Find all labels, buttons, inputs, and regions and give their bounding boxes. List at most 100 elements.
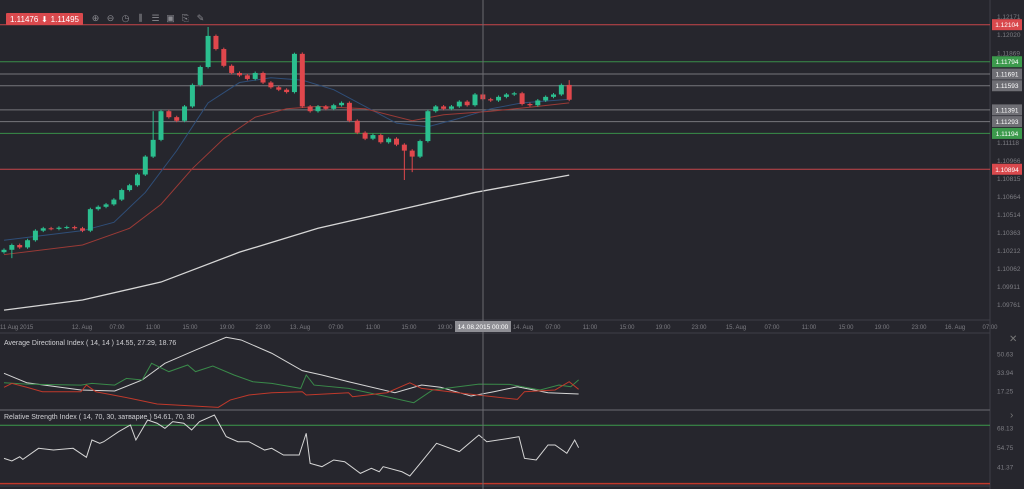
candle-body[interactable] (119, 190, 125, 200)
candle-body[interactable] (331, 105, 337, 109)
candle-body[interactable] (229, 65, 235, 73)
candle-body[interactable] (503, 94, 509, 97)
candle-body[interactable] (401, 144, 407, 151)
candle-body[interactable] (464, 101, 470, 106)
candle-body[interactable] (315, 106, 321, 112)
close-panel-icon[interactable]: ✕ (1009, 334, 1018, 345)
candle-body[interactable] (87, 209, 93, 231)
candle-body[interactable] (103, 204, 109, 207)
candle-body[interactable] (566, 84, 572, 100)
time-tick-label: 19:00 (219, 325, 235, 331)
candle-body[interactable] (80, 228, 85, 231)
price-level-label: 1.11293 (995, 119, 1018, 126)
screenshot-icon[interactable]: ▣ (166, 13, 175, 23)
candle-body[interactable] (17, 245, 23, 248)
time-tick-label: 11:00 (802, 325, 817, 331)
candle-body[interactable] (127, 185, 133, 191)
candle-body[interactable] (378, 135, 384, 143)
candle-body[interactable] (48, 228, 54, 230)
adx-line-plus-di (3, 362, 579, 404)
candle-body[interactable] (307, 106, 313, 112)
candle-body[interactable] (370, 135, 376, 139)
candle-body[interactable] (488, 99, 494, 101)
candle-body[interactable] (299, 53, 305, 107)
candle-body[interactable] (40, 228, 46, 231)
price-tick-label: 1.10815 (997, 176, 1021, 183)
zoom-out-icon[interactable]: ⊖ (106, 13, 115, 23)
candle-body[interactable] (72, 227, 78, 229)
settings-icon[interactable]: ☰ (151, 13, 160, 23)
attach-icon[interactable]: ⎘ (181, 13, 190, 23)
candle-body[interactable] (417, 141, 423, 157)
candle-body[interactable] (268, 82, 274, 88)
candle-body[interactable] (551, 94, 556, 97)
candle-body[interactable] (394, 138, 399, 145)
candle-body[interactable] (111, 199, 117, 205)
candle-body[interactable] (339, 102, 345, 106)
time-tick-label: 19:00 (655, 325, 671, 331)
candle-body[interactable] (9, 245, 15, 250)
candle-body[interactable] (182, 106, 188, 121)
zoom-in-icon[interactable]: ⊕ (91, 13, 100, 23)
candle-body[interactable] (386, 138, 392, 143)
candle-body[interactable] (425, 111, 431, 142)
candle-body[interactable] (1, 249, 7, 253)
price-level-badge (992, 80, 1022, 92)
candle-body[interactable] (134, 174, 140, 186)
chevron-right-icon[interactable]: › (1010, 410, 1014, 421)
candle-body[interactable] (213, 35, 219, 50)
candle-body[interactable] (362, 132, 368, 139)
candle-body[interactable] (205, 35, 211, 67)
candle-body[interactable] (189, 84, 195, 107)
candle-body[interactable] (441, 106, 447, 109)
candle-body[interactable] (519, 93, 525, 105)
candle-body[interactable] (260, 72, 266, 83)
candle-body[interactable] (95, 206, 101, 210)
candle-body[interactable] (472, 94, 478, 106)
price-level-badge (992, 116, 1022, 128)
rsi-legend: Relative Strength Index ( 14, 70, 30, за… (4, 414, 195, 421)
adx-line-minus-di (3, 381, 579, 408)
time-tick-label: 15:00 (619, 325, 635, 331)
candle-body[interactable] (496, 96, 502, 101)
candle-body[interactable] (174, 117, 180, 121)
candle-body[interactable] (535, 100, 541, 106)
candle-body[interactable] (276, 87, 282, 90)
candle-body[interactable] (527, 104, 533, 106)
candle-body[interactable] (32, 230, 38, 241)
time-tick-label: 07:00 (545, 325, 561, 331)
candle-body[interactable] (284, 89, 290, 93)
candle-body[interactable] (158, 111, 164, 140)
candle-body[interactable] (252, 72, 258, 79)
candle-body[interactable] (197, 66, 203, 85)
candle-body[interactable] (237, 72, 242, 76)
candle-body[interactable] (150, 139, 156, 157)
timeframe-icon[interactable]: ◷ (121, 13, 130, 23)
candle-body[interactable] (433, 106, 439, 112)
price-tick-label: 1.10966 (997, 158, 1021, 165)
candle-body[interactable] (221, 49, 227, 66)
quote-badge[interactable]: 1.11476 ⬇ 1.11495 (6, 13, 83, 25)
moving-average-long (3, 174, 570, 311)
indicators-icon[interactable]: ⫼ (138, 13, 143, 23)
candle-body[interactable] (56, 227, 62, 229)
candle-body[interactable] (323, 106, 329, 109)
candle-body[interactable] (456, 101, 462, 107)
candle-body[interactable] (244, 75, 250, 79)
candle-body[interactable] (409, 150, 415, 157)
candle-body[interactable] (543, 96, 549, 101)
candle-body[interactable] (291, 53, 297, 93)
candle-body[interactable] (511, 93, 517, 95)
candle-body[interactable] (354, 120, 360, 133)
candle-body[interactable] (448, 106, 454, 109)
candle-body[interactable] (346, 102, 352, 121)
price-tick-label: 1.10062 (997, 266, 1021, 273)
candle-body[interactable] (64, 227, 70, 229)
candle-body[interactable] (142, 156, 148, 175)
candle-body[interactable] (166, 111, 172, 118)
candle-body[interactable] (558, 84, 564, 95)
candle-body[interactable] (25, 240, 31, 248)
adx-line-adx (3, 336, 579, 397)
draw-icon[interactable]: ✎ (196, 13, 205, 23)
